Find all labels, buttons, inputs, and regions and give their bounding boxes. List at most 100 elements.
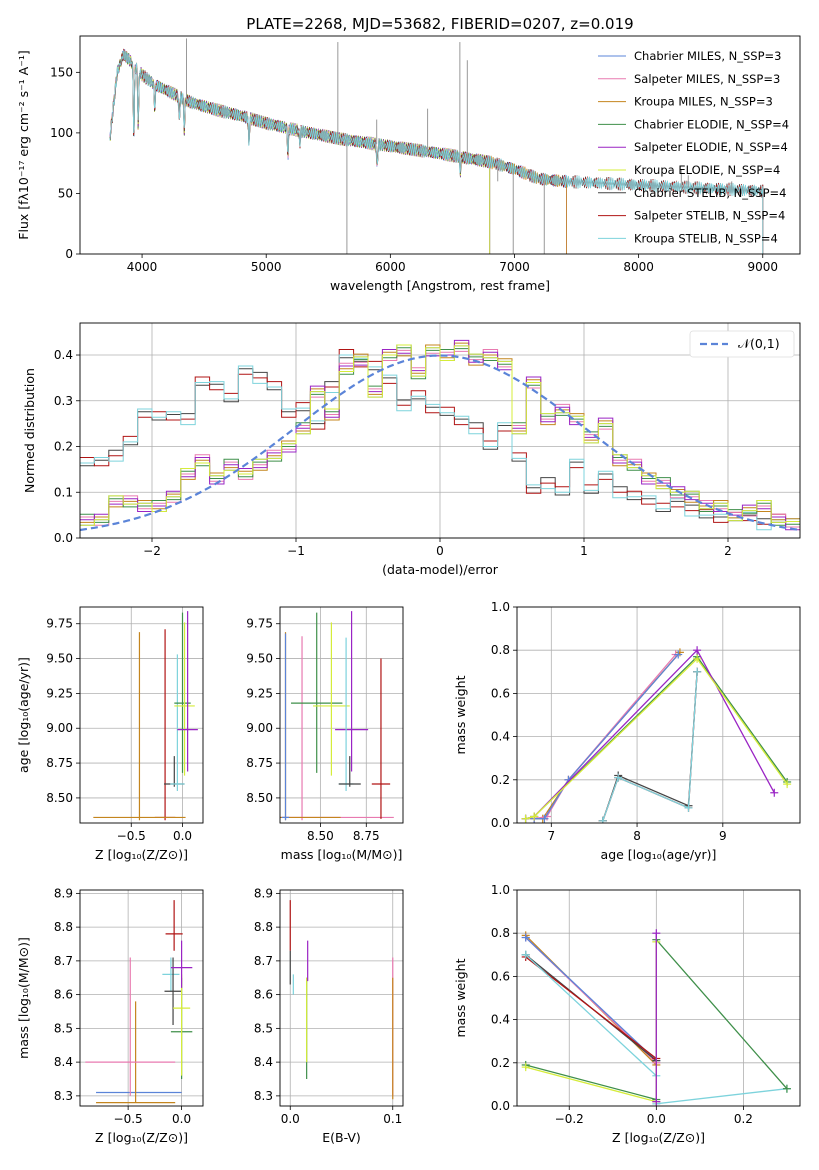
errorbar-kroupa_miles <box>96 1001 176 1104</box>
x-tick-label: 9 <box>719 829 727 843</box>
series-chabrier_miles <box>534 654 679 820</box>
y-axis-label: mass [log₁₀(M/M⊙)] <box>16 937 31 1059</box>
x-axis-label: Z [log₁₀(Z/Z⊙)] <box>95 847 188 862</box>
errorbar-salpeter_stelib <box>154 629 176 821</box>
y-tick-label: 1.0 <box>491 600 510 614</box>
axes: 4000 5000 6000 7000 8000 9000 0 50 100 150 wavelen… <box>16 35 801 293</box>
point-kroupa_stelib <box>521 950 530 959</box>
point-chabrier_miles <box>540 814 549 823</box>
x-tick-label: 0.0 <box>173 829 192 843</box>
y-tick-label: 0 <box>65 247 73 261</box>
series-kroupa_elodie <box>525 657 788 820</box>
y-tick-label: 8.8 <box>254 920 273 934</box>
errorbar-kroupa_miles <box>93 632 186 821</box>
plot-area <box>289 900 394 1100</box>
plot-area <box>280 611 394 821</box>
y-tick-label: 8.75 <box>246 756 273 770</box>
y-tick-label: 0.8 <box>491 643 510 657</box>
y-tick-label: 8.50 <box>246 791 273 805</box>
x-tick-label: −0.5 <box>114 1112 143 1126</box>
y-tick-label: 8.50 <box>46 791 73 805</box>
panel-7: 0.0 0.1 8.3 8.4 8.5 8.6 8.7 8.8 8.9 E(B-V) <box>254 886 404 1145</box>
series-salpeter_stelib <box>602 671 698 822</box>
y-tick-label: 0.4 <box>491 730 510 744</box>
x-axis-label: wavelength [Angstrom, rest frame] <box>330 278 550 293</box>
axes-frame <box>79 889 204 1107</box>
plot-area <box>521 646 792 823</box>
axes: 7 8 9 0.0 0.2 0.4 0.6 0.8 1.0 age [log₁₀(age/yr)]… <box>453 600 801 862</box>
y-tick-label: 0.0 <box>491 816 510 830</box>
axes-frame <box>516 889 801 1107</box>
legend-label: Kroupa STELIB, N_SSP=4 <box>634 231 778 245</box>
plot-area <box>85 900 193 1104</box>
errorbar-salpeter_elodie <box>177 611 198 772</box>
y-tick-label: 8.4 <box>254 1055 273 1069</box>
legend-label: Salpeter ELODIE, N_SSP=4 <box>634 140 788 154</box>
y-axis-label: mass weight <box>453 675 468 754</box>
series-salpeter_stelib <box>525 956 657 1060</box>
errorbar-salpeter_stelib <box>165 900 183 951</box>
errorbar-kroupa_elodie <box>173 974 191 1076</box>
gaussian-curve <box>80 354 800 532</box>
x-axis-label: Z [log₁₀(Z/Z⊙)] <box>95 1130 188 1145</box>
y-tick-label: 9.25 <box>246 686 273 700</box>
axes: 0.0 0.1 8.3 8.4 8.5 8.6 8.7 8.8 8.9 E(B-V) <box>254 886 404 1145</box>
y-tick-label: 0.0 <box>54 531 73 545</box>
histogram-kroupa_stelib <box>80 354 800 531</box>
figure-title: PLATE=2268, MJD=53682, FIBERID=0207, z=0… <box>246 15 633 33</box>
panel-6: −0.5 0.0 8.3 8.4 8.5 8.6 8.7 8.8 8.9 Z [log₁₀(Z/Z… <box>16 886 204 1145</box>
legend: 𝒩(0,1) <box>689 330 795 358</box>
panels: 4000 5000 6000 7000 8000 9000 0 50 100 150 wavelen… <box>16 35 801 1145</box>
x-tick-label: 8.50 <box>307 829 334 843</box>
point-kroupa_stelib <box>614 773 623 782</box>
axes-frame <box>516 606 801 824</box>
axes-frame <box>279 889 404 1107</box>
panel-3: −0.5 0.0 8.50 8.75 9.00 9.25 9.50 9.75 Z [log₁₀(… <box>16 606 204 862</box>
legend-label: Chabrier STELIB, N_SSP=4 <box>634 186 786 200</box>
x-tick-label: 1 <box>580 544 588 558</box>
errorbar-kroupa_elodie <box>174 622 195 776</box>
axes: −0.5 0.0 8.3 8.4 8.5 8.6 8.7 8.8 8.9 Z [log₁₀(Z/Z… <box>16 886 204 1145</box>
point-kroupa_elodie <box>521 814 530 823</box>
point-kroupa_stelib <box>684 803 693 812</box>
x-tick-label: 0.0 <box>172 1112 191 1126</box>
point-kroupa_elodie <box>530 812 539 821</box>
point-kroupa_elodie <box>521 1063 530 1072</box>
y-axis-label: Normed distribution <box>22 368 37 493</box>
point-salpeter_elodie <box>652 929 661 938</box>
y-tick-label: 50 <box>58 186 73 200</box>
point-kroupa_stelib <box>693 667 702 676</box>
x-tick-label: 4000 <box>127 260 158 274</box>
y-tick-label: 9.00 <box>46 721 73 735</box>
errorbar-salpeter_elodie <box>170 940 193 988</box>
grid <box>80 890 203 1106</box>
y-tick-label: 0.2 <box>491 1056 510 1070</box>
x-tick-label: 8 <box>633 829 641 843</box>
y-axis-label: Flux [fλ10⁻¹⁷ erg cm⁻² s⁻¹ A⁻¹] <box>16 50 31 239</box>
y-tick-label: 100 <box>50 126 73 140</box>
plot-area <box>521 929 791 1106</box>
errorbar-kroupa_stelib <box>162 957 180 992</box>
axes-frame <box>79 322 801 539</box>
axes-frame <box>79 35 801 255</box>
y-tick-label: 9.50 <box>46 652 73 666</box>
errorbar-salpeter_elodie <box>335 611 369 772</box>
x-axis-label: mass [log₁₀(M/M⊙)] <box>281 847 403 862</box>
series-salpeter_elodie <box>525 649 775 820</box>
x-axis-label: Z [log₁₀(Z/Z⊙)] <box>612 1130 705 1145</box>
x-tick-label: 7000 <box>499 260 530 274</box>
x-tick-label: 0 <box>436 544 444 558</box>
errorbar-chabrier_stelib <box>164 756 185 787</box>
x-tick-label: 7 <box>547 829 555 843</box>
x-tick-label: 9000 <box>747 260 778 274</box>
grid <box>280 607 403 823</box>
axes: −0.2 0.0 0.2 0.0 0.2 0.4 0.6 0.8 1.0 Z [log₁₀(Z/Z… <box>453 883 801 1145</box>
x-tick-label: 5000 <box>251 260 282 274</box>
errorbar-chabrier_stelib <box>338 756 361 787</box>
y-tick-label: 0.4 <box>54 348 73 362</box>
x-tick-label: 6000 <box>375 260 406 274</box>
errorbar-kroupa_stelib <box>170 654 185 791</box>
y-tick-label: 0.4 <box>491 1013 510 1027</box>
axes: 8.50 8.75 8.50 8.75 9.00 9.25 9.50 9.75 mass [lo… <box>246 606 404 862</box>
grid <box>280 890 403 1106</box>
